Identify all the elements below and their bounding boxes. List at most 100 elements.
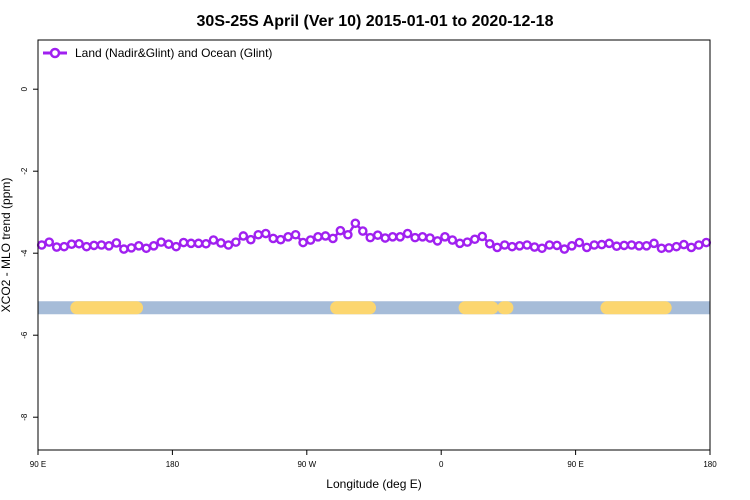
data-point — [522, 240, 532, 250]
data-point — [268, 233, 279, 244]
plot-frame — [37, 39, 711, 451]
data-point — [148, 241, 159, 251]
data-point — [589, 240, 600, 250]
x-axis: 90 E 180 90 W 0 90 E 180 — [30, 450, 717, 469]
data-point — [484, 238, 495, 249]
data-point — [492, 242, 503, 253]
data-point — [335, 225, 346, 236]
legend-entry-label: Land (Nadir&Glint) and Ocean (Glint) — [75, 46, 272, 60]
data-point — [387, 231, 398, 242]
data-point — [163, 239, 174, 249]
data-point — [328, 233, 338, 244]
data-point — [582, 242, 592, 253]
data-point — [357, 226, 368, 236]
data-point — [231, 237, 241, 247]
data-point — [111, 238, 122, 248]
data-point — [44, 237, 55, 247]
data-point — [432, 236, 443, 246]
data-point — [641, 241, 652, 251]
data-point — [395, 231, 405, 242]
data-point — [186, 238, 196, 249]
data-point — [51, 242, 62, 252]
data-point — [290, 229, 301, 240]
data-point — [119, 244, 129, 254]
data-point — [238, 231, 249, 241]
data-point — [59, 241, 69, 252]
data-point — [686, 242, 697, 253]
data-point — [223, 240, 234, 250]
data-point — [96, 240, 107, 250]
data-point — [574, 237, 585, 248]
data-point — [537, 243, 547, 254]
data-point — [402, 228, 413, 239]
data-point — [634, 241, 644, 251]
data-point — [559, 244, 570, 254]
x-tick-label: 90 E — [567, 460, 583, 469]
y-tick-label: 0 — [20, 86, 29, 91]
data-point — [208, 235, 219, 245]
legend-marker-icon — [49, 47, 61, 59]
data-point — [380, 233, 391, 243]
legend: Land (Nadir&Glint) and Ocean (Glint) — [43, 46, 272, 60]
data-point — [350, 218, 361, 229]
data-point — [365, 232, 376, 243]
data-point — [343, 229, 353, 240]
x-tick-label: 180 — [703, 460, 717, 469]
series-layer — [36, 218, 712, 254]
data-point — [604, 238, 615, 249]
data-point — [372, 230, 383, 240]
data-point — [499, 240, 510, 250]
data-point — [567, 241, 577, 251]
data-point — [133, 241, 144, 251]
data-point — [156, 237, 166, 247]
data-point — [178, 237, 189, 248]
data-point — [313, 231, 323, 242]
data-point — [298, 237, 308, 248]
data-point — [74, 238, 84, 249]
x-tick-label: 90 W — [297, 460, 316, 469]
x-tick-label: 0 — [439, 460, 444, 469]
x-tick-label: 90 E — [30, 460, 46, 469]
data-point — [305, 235, 316, 245]
data-point — [477, 231, 488, 242]
data-point — [469, 234, 480, 245]
data-point — [89, 240, 99, 251]
x-tick-label: 180 — [166, 460, 180, 469]
data-point — [104, 241, 114, 251]
data-point — [320, 231, 331, 241]
data-point — [425, 233, 435, 243]
y-tick-label: -4 — [20, 249, 29, 257]
data-point — [410, 232, 420, 243]
data-point — [253, 229, 264, 240]
data-point — [283, 231, 293, 242]
data-point — [462, 237, 473, 247]
data-point — [514, 241, 525, 251]
data-point — [626, 240, 637, 250]
data-point — [701, 237, 712, 248]
data-point — [81, 241, 92, 252]
data-point — [447, 235, 458, 245]
data-point — [679, 239, 689, 250]
data-point — [656, 243, 667, 254]
y-axis-label: XCO2 - MLO trend (ppm) — [0, 178, 13, 313]
data-point — [649, 238, 659, 249]
data-point — [596, 239, 607, 250]
data-point — [245, 234, 256, 245]
data-point — [440, 231, 450, 242]
data-point — [126, 243, 137, 253]
data-point — [36, 240, 47, 250]
data-point — [417, 231, 428, 242]
data-point — [664, 243, 674, 253]
data-point — [201, 238, 211, 249]
data-point — [529, 242, 540, 252]
chart-title: 30S-25S April (Ver 10) 2015-01-01 to 202… — [197, 13, 554, 30]
y-tick-label: -2 — [20, 167, 29, 175]
data-point — [694, 240, 704, 250]
data-point — [216, 238, 226, 248]
data-point — [619, 240, 629, 251]
x-axis-label: Longitude (deg E) — [326, 477, 421, 491]
data-point — [141, 243, 152, 254]
data-point — [611, 241, 622, 252]
data-point — [66, 239, 77, 249]
